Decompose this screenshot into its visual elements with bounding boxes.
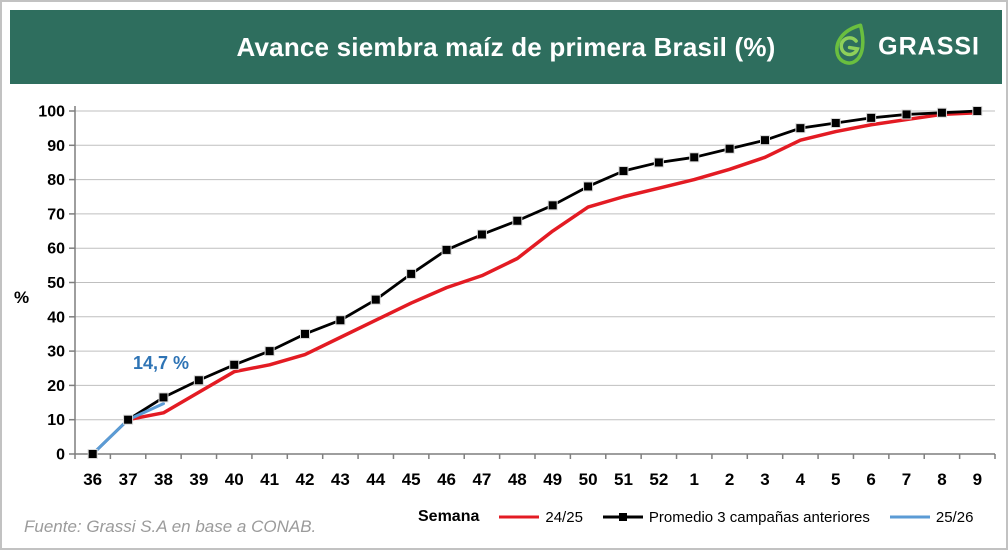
svg-text:41: 41 xyxy=(260,470,279,489)
svg-text:2: 2 xyxy=(725,470,734,489)
svg-text:90: 90 xyxy=(47,138,65,155)
legend-swatch xyxy=(889,515,930,519)
logo-text: GRASSI xyxy=(878,32,980,61)
svg-text:0: 0 xyxy=(56,447,65,464)
legend-row: Semana 24/25 Promedio 3 campañas anterior… xyxy=(418,508,973,526)
x-axis-labels: 36 37 38 39 40 41 42 43 44 45 46 47 48 49 50 51 52 1 2 3 4 5 6… xyxy=(83,470,982,489)
svg-text:80: 80 xyxy=(47,172,65,189)
legend-item: Promedio 3 campañas anteriores xyxy=(602,508,870,526)
series-markers xyxy=(87,106,983,459)
svg-text:36: 36 xyxy=(83,470,102,489)
series-line-promedio-3-campa-as-anteriores xyxy=(91,109,979,456)
svg-text:70: 70 xyxy=(47,206,65,223)
svg-text:100: 100 xyxy=(38,104,65,121)
svg-text:46: 46 xyxy=(437,470,456,489)
series-line-25-26 xyxy=(91,402,165,456)
svg-text:37: 37 xyxy=(119,470,138,489)
x-axis-title: Semana xyxy=(418,508,480,525)
svg-text:1: 1 xyxy=(689,470,698,489)
svg-text:50: 50 xyxy=(579,470,598,489)
annotation-label: 14,7 % xyxy=(132,353,190,373)
svg-text:52: 52 xyxy=(649,470,668,489)
legend-label: Promedio 3 campañas anteriores xyxy=(648,508,870,526)
legend-item: 25/26 xyxy=(889,508,974,526)
svg-text:7: 7 xyxy=(902,470,911,489)
svg-text:20: 20 xyxy=(47,378,65,395)
svg-text:43: 43 xyxy=(331,470,350,489)
svg-text:45: 45 xyxy=(402,470,421,489)
svg-text:9: 9 xyxy=(973,470,982,489)
legend-item: 24/25 xyxy=(499,509,583,526)
svg-text:49: 49 xyxy=(543,470,562,489)
svg-text:38: 38 xyxy=(154,470,173,489)
svg-text:40: 40 xyxy=(47,309,65,326)
legend-label: 24/25 xyxy=(545,508,583,526)
svg-text:6: 6 xyxy=(866,470,875,489)
svg-text:8: 8 xyxy=(937,470,946,489)
leaf-icon xyxy=(829,23,871,72)
x-axis-ticks xyxy=(74,454,996,459)
page-title: Avance siembra maíz de primera Brasil (%… xyxy=(236,31,776,62)
svg-text:4: 4 xyxy=(796,470,806,489)
svg-text:39: 39 xyxy=(189,470,208,489)
legend-swatch xyxy=(499,515,540,519)
header-band: Avance siembra maíz de primera Brasil (%… xyxy=(10,10,1002,84)
svg-text:42: 42 xyxy=(296,470,315,489)
y-axis-title: % xyxy=(14,288,30,307)
grassi-logo: GRASSI xyxy=(829,23,980,72)
y-axis-ticks xyxy=(69,110,75,455)
svg-text:60: 60 xyxy=(47,241,65,258)
gridlines xyxy=(75,110,995,455)
y-axis-labels: 0 10 20 30 40 50 60 70 80 90 100 xyxy=(38,104,65,464)
svg-text:47: 47 xyxy=(472,470,491,489)
svg-text:40: 40 xyxy=(225,470,244,489)
svg-text:30: 30 xyxy=(47,344,65,361)
svg-text:5: 5 xyxy=(831,470,840,489)
svg-text:50: 50 xyxy=(47,275,65,292)
svg-text:44: 44 xyxy=(366,470,385,489)
svg-text:51: 51 xyxy=(614,470,633,489)
series-line-24-25 xyxy=(126,110,980,422)
svg-text:3: 3 xyxy=(760,470,769,489)
source-note: Fuente: Grassi S.A en base a CONAB. xyxy=(24,517,317,536)
legend-label: 25/26 xyxy=(935,508,974,526)
svg-text:10: 10 xyxy=(47,412,65,429)
svg-text:48: 48 xyxy=(508,470,527,489)
legend-swatch xyxy=(602,513,643,521)
